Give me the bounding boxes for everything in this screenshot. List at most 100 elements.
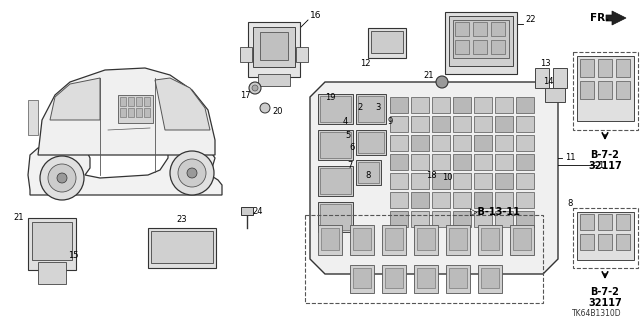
Polygon shape xyxy=(50,78,100,120)
Bar xyxy=(390,116,408,132)
Bar xyxy=(318,130,353,160)
Bar xyxy=(305,215,543,303)
Bar xyxy=(144,108,150,117)
Bar xyxy=(473,22,487,36)
Text: 10: 10 xyxy=(442,174,452,182)
Bar xyxy=(432,135,450,151)
Bar xyxy=(432,116,450,132)
Bar xyxy=(474,192,492,208)
Bar xyxy=(453,116,471,132)
Polygon shape xyxy=(38,68,215,155)
Bar xyxy=(577,56,634,121)
Bar xyxy=(474,173,492,189)
Bar xyxy=(455,22,469,36)
Bar xyxy=(390,192,408,208)
Text: 9: 9 xyxy=(387,117,392,127)
Bar xyxy=(358,162,379,183)
Text: 18: 18 xyxy=(426,170,437,180)
Bar xyxy=(495,173,513,189)
Text: 17: 17 xyxy=(240,92,250,100)
Text: 14: 14 xyxy=(543,78,553,86)
Bar xyxy=(478,265,502,293)
Bar xyxy=(368,28,406,58)
Circle shape xyxy=(252,85,258,91)
Bar xyxy=(320,204,351,230)
Bar xyxy=(148,228,216,268)
Bar xyxy=(390,97,408,113)
Bar xyxy=(473,40,487,54)
Bar xyxy=(453,173,471,189)
Text: 21: 21 xyxy=(13,213,24,222)
Bar xyxy=(390,173,408,189)
Bar xyxy=(453,97,471,113)
Bar xyxy=(350,225,374,255)
Bar xyxy=(616,214,630,230)
Bar xyxy=(241,207,253,215)
Polygon shape xyxy=(28,143,222,195)
Bar xyxy=(481,268,499,288)
Bar xyxy=(474,211,492,227)
Bar xyxy=(474,135,492,151)
Bar xyxy=(38,262,66,284)
Bar xyxy=(455,40,469,54)
Bar xyxy=(320,132,351,158)
Bar xyxy=(382,225,406,255)
Bar xyxy=(598,214,612,230)
Text: B-7-2: B-7-2 xyxy=(591,150,620,160)
Bar xyxy=(385,268,403,288)
Bar xyxy=(120,108,126,117)
Bar xyxy=(414,225,438,255)
Bar xyxy=(356,130,386,155)
Text: 1: 1 xyxy=(598,160,604,169)
Bar xyxy=(516,135,534,151)
Bar xyxy=(510,225,534,255)
Bar xyxy=(598,81,612,99)
Bar xyxy=(411,97,429,113)
Bar xyxy=(616,234,630,250)
Bar xyxy=(417,228,435,250)
Bar xyxy=(616,59,630,77)
Bar xyxy=(120,97,126,106)
Bar xyxy=(411,116,429,132)
Bar xyxy=(356,94,386,124)
Bar xyxy=(432,173,450,189)
Bar xyxy=(481,228,499,250)
Circle shape xyxy=(170,151,214,195)
Polygon shape xyxy=(310,82,558,274)
Text: 13: 13 xyxy=(540,58,550,68)
Bar xyxy=(118,95,153,123)
Bar xyxy=(474,154,492,170)
Bar xyxy=(516,192,534,208)
Text: 8: 8 xyxy=(568,199,573,209)
Polygon shape xyxy=(155,78,210,130)
Bar xyxy=(28,100,38,135)
Bar xyxy=(446,265,470,293)
Bar xyxy=(358,132,384,153)
Bar xyxy=(411,154,429,170)
Text: B-7-2: B-7-2 xyxy=(591,287,620,297)
Bar xyxy=(371,31,403,53)
Bar xyxy=(453,211,471,227)
Bar xyxy=(432,192,450,208)
Circle shape xyxy=(48,164,76,192)
Bar xyxy=(151,231,213,263)
Bar xyxy=(353,228,371,250)
Text: TK64B1310D: TK64B1310D xyxy=(572,308,621,317)
Bar xyxy=(356,160,381,185)
Bar xyxy=(545,88,565,102)
Bar xyxy=(535,68,549,88)
Bar xyxy=(320,168,351,194)
Bar xyxy=(449,228,467,250)
Bar xyxy=(516,154,534,170)
Bar xyxy=(253,27,295,67)
Bar xyxy=(577,212,634,260)
Text: 6: 6 xyxy=(349,144,355,152)
Circle shape xyxy=(57,173,67,183)
Bar xyxy=(296,47,308,62)
Bar xyxy=(411,135,429,151)
Text: 21: 21 xyxy=(424,71,434,80)
Bar xyxy=(446,225,470,255)
Bar xyxy=(491,40,505,54)
Bar xyxy=(453,154,471,170)
Bar xyxy=(411,173,429,189)
